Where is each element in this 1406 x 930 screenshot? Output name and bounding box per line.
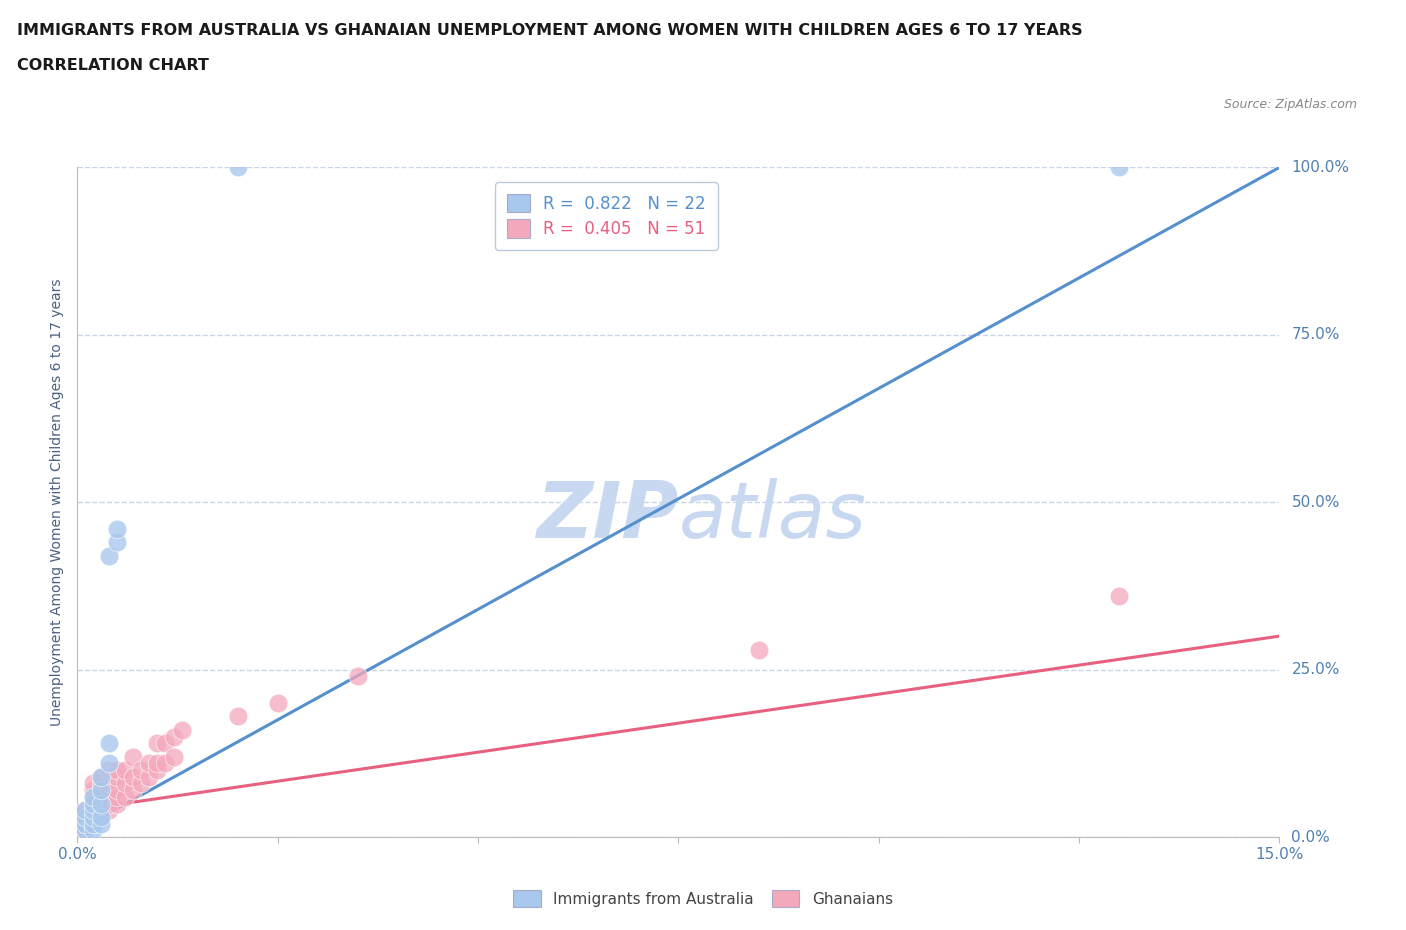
Point [107, 783, 129, 798]
Point [146, 756, 169, 771]
Point [131, 763, 153, 777]
Point [98, 776, 121, 790]
Point [82, 809, 104, 824]
Point [82, 803, 104, 817]
Point [75, 803, 97, 817]
Point [1108, 160, 1130, 175]
Y-axis label: Unemployment Among Women with Children Ages 6 to 17 years: Unemployment Among Women with Children A… [51, 278, 65, 726]
Point [90, 803, 112, 817]
Point [75, 803, 97, 817]
Point [82, 817, 104, 831]
Point [131, 776, 153, 790]
Point [98, 736, 121, 751]
Point [82, 796, 104, 811]
Point [82, 776, 104, 790]
Point [347, 669, 370, 684]
Point [107, 769, 129, 784]
Point [82, 796, 104, 811]
Point [107, 790, 129, 804]
Text: 50.0%: 50.0% [1292, 495, 1340, 510]
Point [107, 796, 129, 811]
Point [107, 522, 129, 537]
Point [226, 709, 249, 724]
Point [90, 809, 112, 824]
Point [267, 696, 290, 711]
Point [122, 783, 145, 798]
Point [75, 809, 97, 824]
Point [170, 723, 193, 737]
Point [114, 790, 136, 804]
Legend: Immigrants from Australia, Ghanaians: Immigrants from Australia, Ghanaians [508, 884, 898, 913]
Point [90, 790, 112, 804]
Point [90, 809, 112, 824]
Point [82, 790, 104, 804]
Point [138, 756, 160, 771]
Point [162, 729, 184, 744]
Point [75, 817, 97, 831]
Point [226, 160, 249, 175]
Text: 0.0%: 0.0% [1292, 830, 1330, 844]
Point [90, 769, 112, 784]
Point [98, 763, 121, 777]
Point [82, 809, 104, 824]
Point [75, 823, 97, 838]
Text: ZIP: ZIP [536, 478, 679, 553]
Text: 100.0%: 100.0% [1292, 160, 1350, 175]
Point [98, 796, 121, 811]
Point [114, 776, 136, 790]
Text: 25.0%: 25.0% [1292, 662, 1340, 677]
Point [90, 776, 112, 790]
Point [82, 783, 104, 798]
Point [75, 817, 97, 831]
Point [114, 763, 136, 777]
Point [98, 549, 121, 564]
Point [155, 756, 177, 771]
Point [748, 642, 770, 657]
Legend: R =  0.822   N = 22, R =  0.405   N = 51: R = 0.822 N = 22, R = 0.405 N = 51 [495, 182, 717, 250]
Text: Source: ZipAtlas.com: Source: ZipAtlas.com [1223, 98, 1357, 111]
Point [98, 783, 121, 798]
Point [75, 823, 97, 838]
Point [107, 535, 129, 550]
Point [90, 783, 112, 798]
Point [82, 803, 104, 817]
Point [146, 763, 169, 777]
Point [82, 817, 104, 831]
Text: 75.0%: 75.0% [1292, 327, 1340, 342]
Point [107, 763, 129, 777]
Text: atlas: atlas [679, 478, 866, 553]
Point [90, 769, 112, 784]
Point [122, 769, 145, 784]
Point [98, 803, 121, 817]
Point [122, 750, 145, 764]
Point [1108, 589, 1130, 604]
Point [146, 736, 169, 751]
Point [155, 736, 177, 751]
Point [90, 783, 112, 798]
Point [90, 796, 112, 811]
Point [138, 769, 160, 784]
Point [82, 790, 104, 804]
Point [90, 817, 112, 831]
Text: IMMIGRANTS FROM AUSTRALIA VS GHANAIAN UNEMPLOYMENT AMONG WOMEN WITH CHILDREN AGE: IMMIGRANTS FROM AUSTRALIA VS GHANAIAN UN… [17, 23, 1083, 38]
Point [90, 796, 112, 811]
Point [75, 809, 97, 824]
Point [162, 750, 184, 764]
Point [98, 756, 121, 771]
Point [82, 823, 104, 838]
Text: CORRELATION CHART: CORRELATION CHART [17, 58, 208, 73]
